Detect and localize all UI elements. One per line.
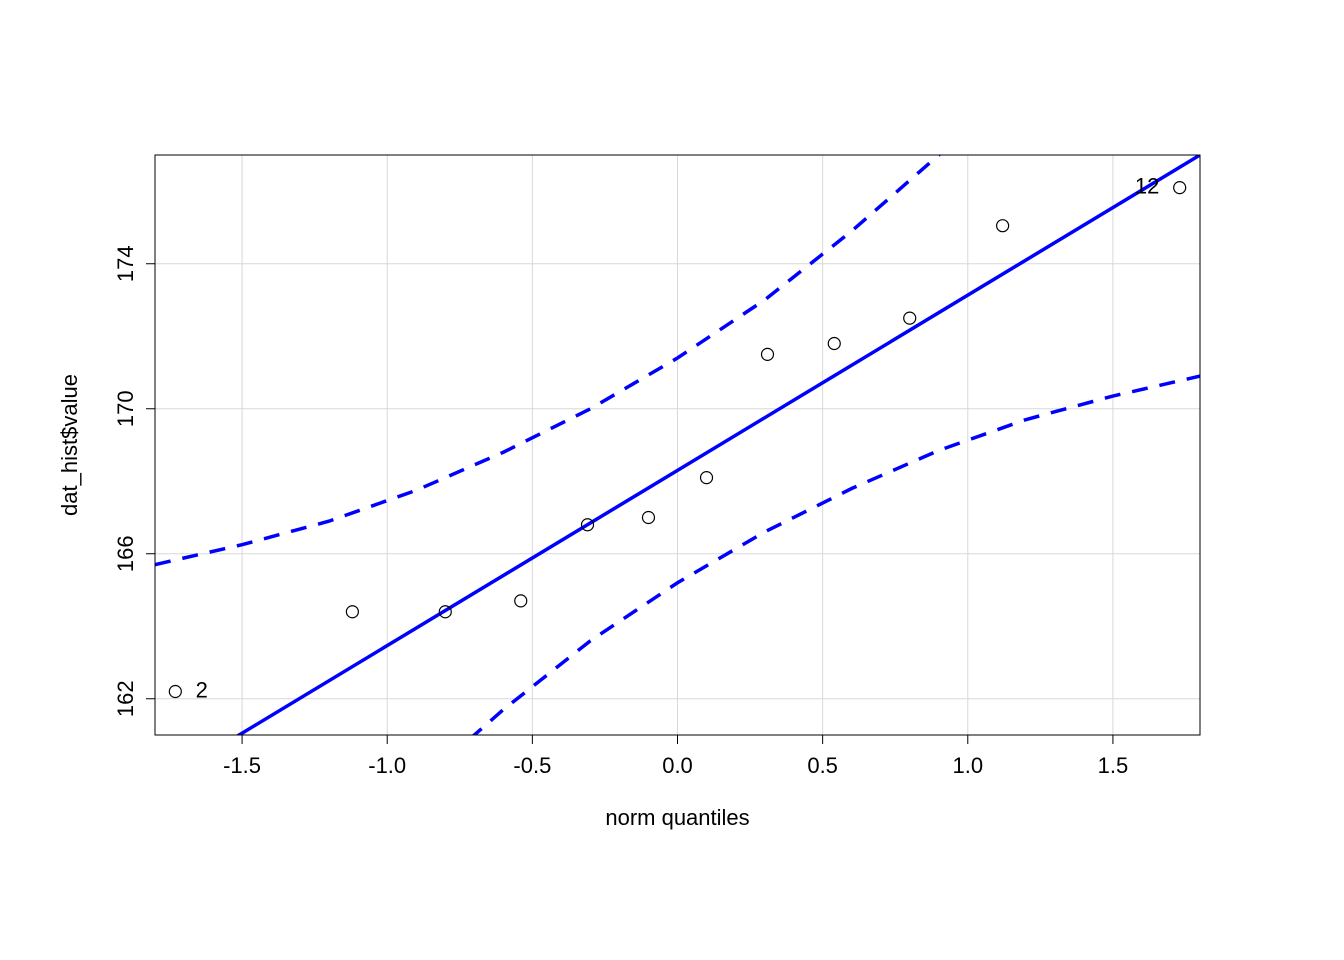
y-tick-label: 166 [113, 535, 138, 572]
qq-plot: 2 12 -1.5 -1.0 -0.5 0.0 0.5 1.0 1.5 162 166 170 174 n… [0, 0, 1344, 960]
x-axis-label: norm quantiles [605, 805, 749, 830]
x-tick-label: -1.5 [223, 753, 261, 778]
y-axis-label: dat_hist$value [57, 374, 82, 516]
point-label: 2 [196, 677, 208, 702]
x-tick-label: 0.5 [807, 753, 838, 778]
y-tick-label: 174 [113, 245, 138, 282]
y-tick-label: 162 [113, 680, 138, 717]
x-tick-label: -0.5 [513, 753, 551, 778]
x-tick-label: 1.0 [952, 753, 983, 778]
y-tick-label: 170 [113, 390, 138, 427]
point-label: 12 [1135, 173, 1159, 198]
x-tick-label: 1.5 [1098, 753, 1129, 778]
chart-container: 2 12 -1.5 -1.0 -0.5 0.0 0.5 1.0 1.5 162 166 170 174 n… [0, 0, 1344, 960]
x-tick-label: 0.0 [662, 753, 693, 778]
x-tick-label: -1.0 [368, 753, 406, 778]
